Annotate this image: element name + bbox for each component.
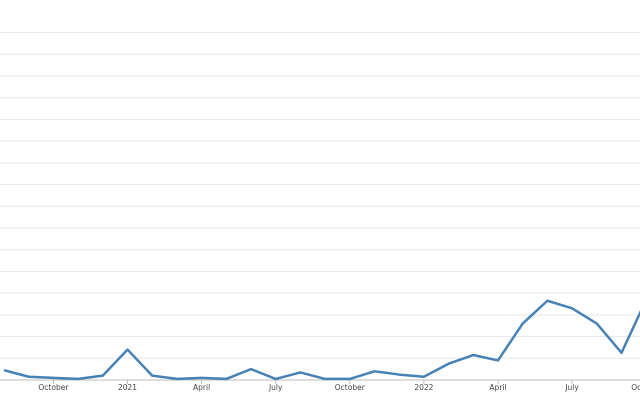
x-tick-label: July xyxy=(268,383,283,392)
data-line xyxy=(3,299,640,381)
x-tick-label: 2022 xyxy=(414,383,433,392)
x-tick-label: October xyxy=(631,383,640,392)
x-tick-label: April xyxy=(489,383,506,392)
x-tick-label: 2021 xyxy=(118,383,137,392)
x-tick-label: April xyxy=(193,383,210,392)
x-tick-label: October xyxy=(38,383,69,392)
x-tick-label: October xyxy=(335,383,366,392)
x-tick-label: July xyxy=(564,383,579,392)
